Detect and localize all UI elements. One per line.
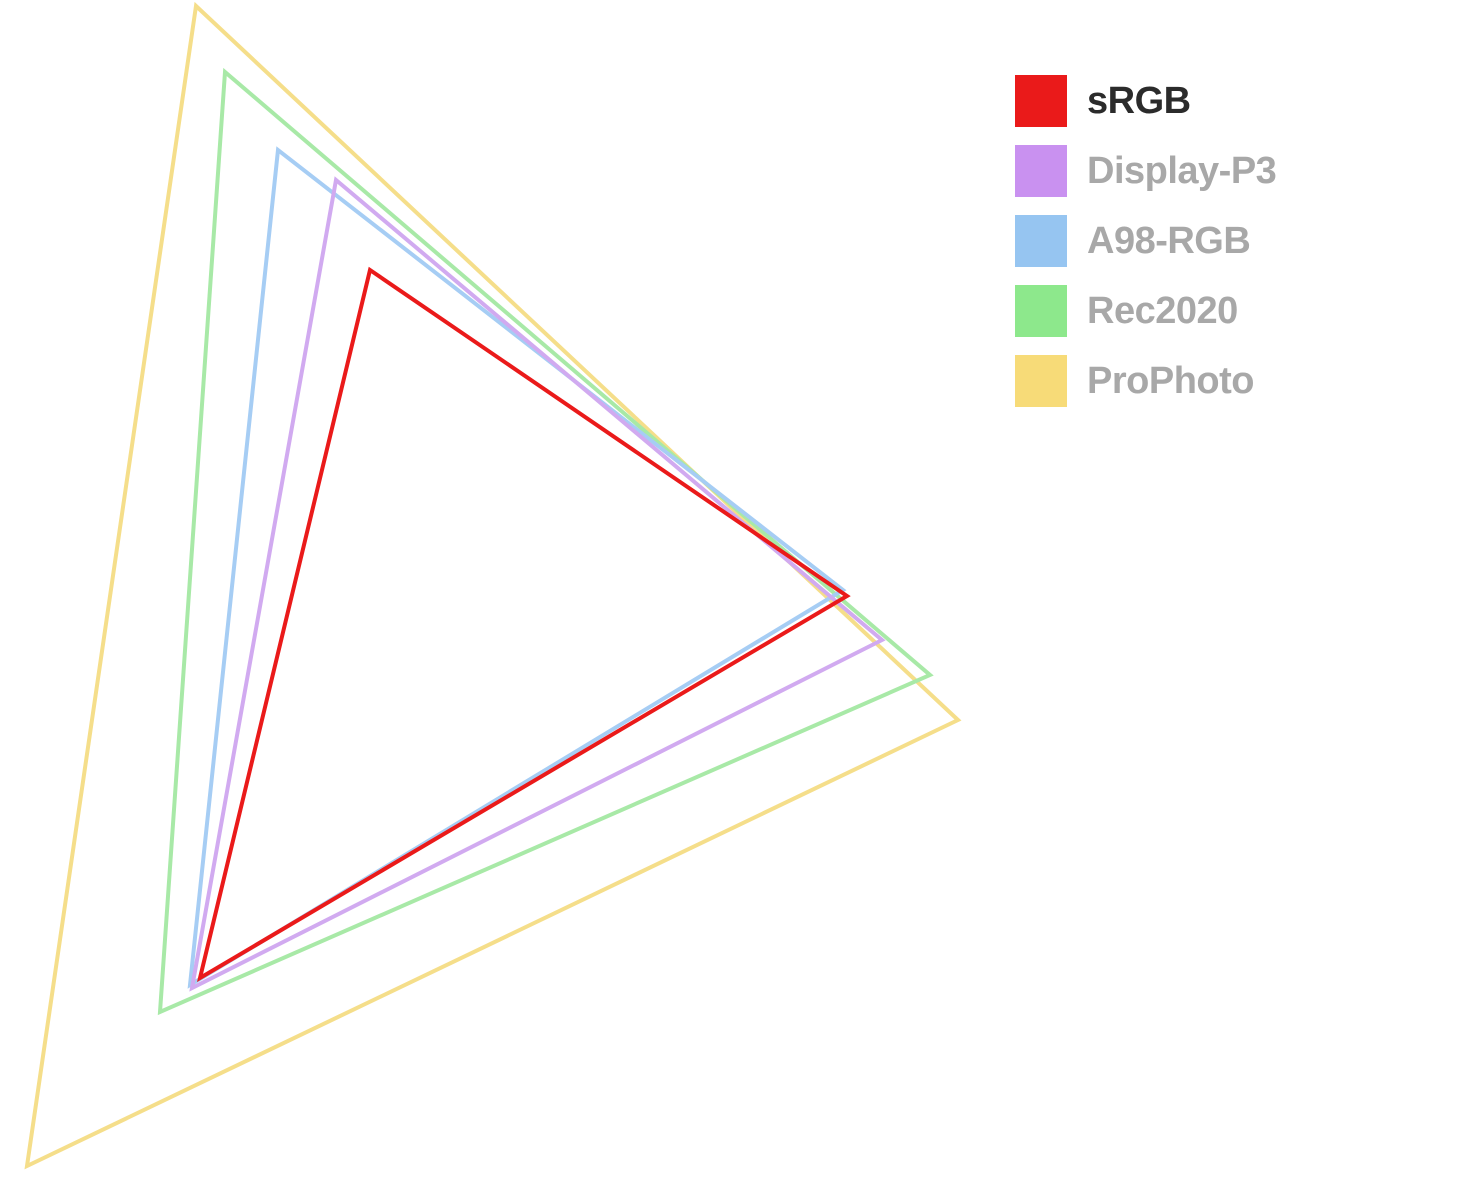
legend-swatch-rec2020 <box>1015 285 1067 337</box>
legend-item-displayp3[interactable]: Display-P3 <box>1015 145 1276 197</box>
legend-swatch-a98rgb <box>1015 215 1067 267</box>
legend-item-prophoto[interactable]: ProPhoto <box>1015 355 1276 407</box>
legend-item-rec2020[interactable]: Rec2020 <box>1015 285 1276 337</box>
legend: sRGB Display-P3 A98-RGB Rec2020 ProPhoto <box>1015 75 1276 407</box>
legend-item-srgb[interactable]: sRGB <box>1015 75 1276 127</box>
legend-swatch-srgb <box>1015 75 1067 127</box>
legend-label-srgb: sRGB <box>1087 80 1191 123</box>
gamut-triangle-srgb <box>200 270 847 978</box>
legend-label-prophoto: ProPhoto <box>1087 360 1254 403</box>
legend-swatch-prophoto <box>1015 355 1067 407</box>
legend-swatch-displayp3 <box>1015 145 1067 197</box>
legend-label-a98rgb: A98-RGB <box>1087 220 1250 263</box>
legend-item-a98rgb[interactable]: A98-RGB <box>1015 215 1276 267</box>
legend-label-rec2020: Rec2020 <box>1087 290 1238 333</box>
gamut-triangle-a98rgb <box>190 150 843 985</box>
gamut-triangle-rec2020 <box>160 72 930 1012</box>
legend-label-displayp3: Display-P3 <box>1087 150 1276 193</box>
